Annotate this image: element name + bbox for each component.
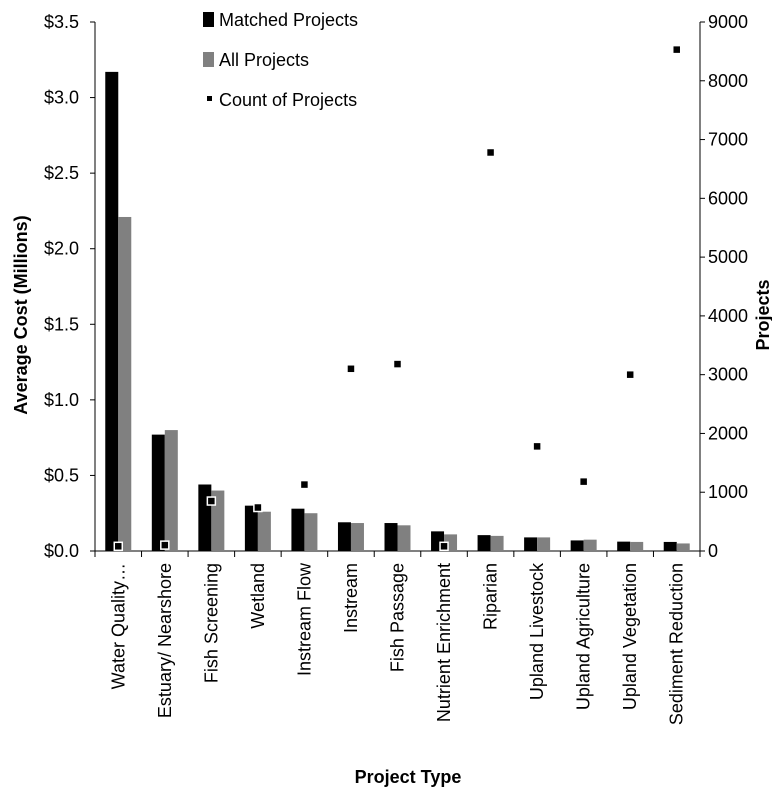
left-tick-label: $2.5 [44,163,79,183]
bar-matched [617,541,631,551]
bar-matched [337,522,351,551]
legend: Matched Projects All Projects Count of P… [203,10,358,110]
y-axis-title: Average Cost (Millions) [11,215,31,414]
right-tick-label: 8000 [708,71,748,91]
legend-swatch-matched [203,12,214,27]
bar-matched [477,535,491,551]
bar-matched [524,537,538,551]
bar-all [164,430,178,551]
count-point [671,44,682,55]
axes [94,22,701,552]
points [113,44,682,552]
bar-all [118,216,132,551]
category-labels: Water Quality… Estuary/ Nearshore Fish Scr… [94,551,701,725]
legend-label-count: Count of Projects [219,90,357,110]
left-tick-label: $2.0 [44,239,79,259]
bar-all [676,543,690,551]
right-tick-label: 7000 [708,130,748,150]
bar-all [537,537,551,551]
x-axis-title: Project Type [355,767,462,787]
category-label: Upland Agriculture [574,563,594,710]
right-tick-label: 4000 [708,306,748,326]
category-label: Fish Passage [388,563,408,672]
category-label: Estuary/ Nearshore [155,563,175,718]
count-point [160,540,170,550]
right-tick-label: 9000 [708,12,748,32]
bar-matched [244,505,258,551]
bar-all [630,541,644,551]
count-point [346,364,356,374]
category-label: Water Quality… [108,563,128,689]
right-tick-label: 5000 [708,247,748,267]
bar-matched [151,434,165,551]
right-tick-label: 3000 [708,365,748,385]
count-point [299,479,310,490]
right-tick-label: 2000 [708,423,748,443]
bar-all [397,525,411,551]
count-point [625,369,635,380]
count-point [392,359,403,369]
bar-matched [291,508,305,551]
count-point [113,541,124,552]
left-tick-label: $1.0 [44,390,79,410]
bars [105,71,690,552]
count-point [578,476,589,487]
legend-label-matched: Matched Projects [219,10,358,30]
bar-matched [570,540,584,551]
count-point [485,147,496,158]
bar-matched [663,541,677,551]
count-point [439,541,449,552]
bar-all [257,511,271,551]
category-label: Upland Vegetation [620,563,640,710]
left-tick-label: $1.5 [44,314,79,334]
bar-all [304,513,318,551]
count-point [532,441,542,452]
legend-label-all: All Projects [219,50,309,70]
bar-all [350,523,364,551]
left-tick-label: $0.0 [44,541,79,561]
right-tick-label: 1000 [708,482,748,502]
left-axis-ticks: $0.0 $0.5 $1.0 $1.5 $2.0 $2.5 $3.0 $3.5 [44,12,95,561]
count-point [253,502,263,513]
left-tick-label: $3.0 [44,88,79,108]
y2-axis-title: Projects [753,279,772,350]
left-tick-label: $3.5 [44,12,79,32]
legend-swatch-all [203,52,214,67]
category-label: Instream Flow [294,562,314,676]
category-label: Instream [341,563,361,633]
count-point [206,496,217,506]
category-label: Upland Livestock [527,562,547,700]
category-label: Sediment Reduction [667,563,687,725]
category-label: Nutrient Enrichment [434,563,454,722]
bar-matched [198,484,212,551]
right-tick-label: 6000 [708,188,748,208]
legend-swatch-count [207,96,212,101]
bar-all [583,539,597,551]
left-tick-label: $0.5 [44,465,79,485]
bar-matched [384,523,398,551]
category-label: Riparian [481,563,501,630]
category-label: Wetland [248,563,268,629]
category-label: Fish Screening [201,563,221,683]
right-axis-ticks: 0 1000 2000 3000 4000 5000 6000 7000 8000 9000 [700,12,748,561]
bar-all [490,535,504,551]
right-tick-label: 0 [708,541,718,561]
bar-matched [105,71,119,552]
